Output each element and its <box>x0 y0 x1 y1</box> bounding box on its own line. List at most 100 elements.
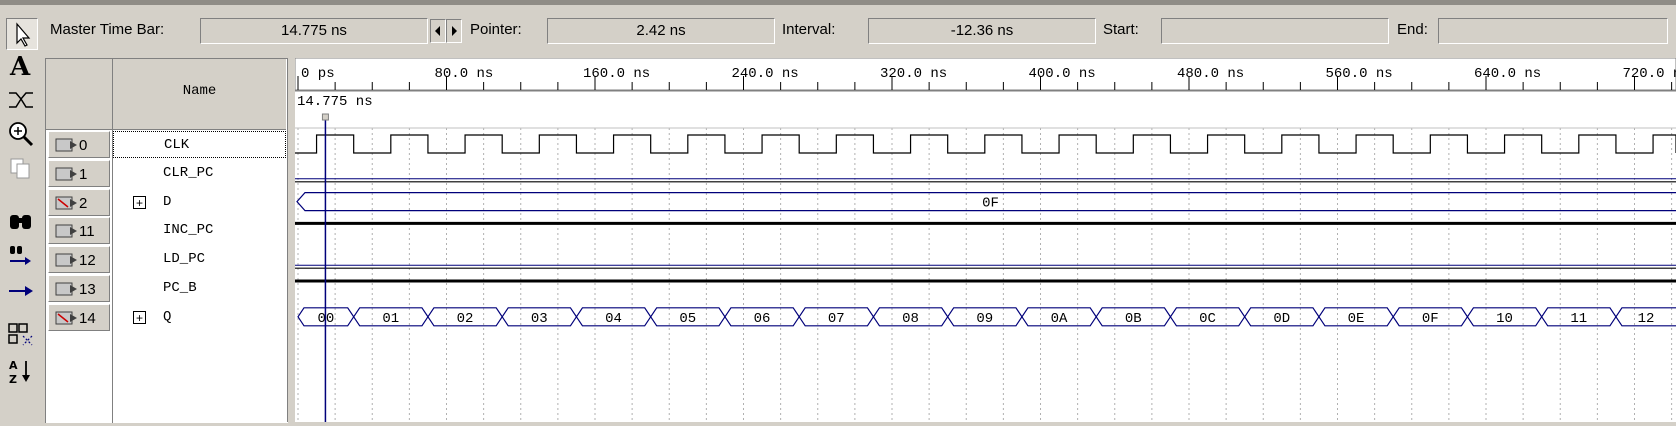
pointer-label: Pointer: <box>470 18 522 42</box>
signal-name: CLR_PC <box>163 160 213 187</box>
signal-name-cell[interactable]: PC_B <box>113 275 286 302</box>
bus-value: 0F <box>1422 311 1439 327</box>
bus-signal-icon <box>55 310 79 326</box>
bus-value: 07 <box>828 311 845 327</box>
bus-value: 0D <box>1273 311 1290 327</box>
signal-index: 12 <box>79 247 96 274</box>
signal-index: 14 <box>79 305 96 332</box>
bus-value: 09 <box>976 311 993 327</box>
bus-value: 10 <box>1496 311 1513 327</box>
signal-io-icon <box>55 252 79 268</box>
next-transition-icon <box>6 275 36 305</box>
find-next-icon <box>6 241 36 271</box>
text-tool-button[interactable]: A <box>6 51 38 83</box>
ruler-label: 240.0 ns <box>732 66 799 82</box>
signal-name: PC_B <box>163 275 197 302</box>
panel-splitter[interactable] <box>287 58 292 422</box>
group-icon <box>6 320 36 350</box>
end-field[interactable] <box>1438 18 1668 44</box>
text-tool-icon: A <box>6 51 36 81</box>
waveform-toolbar: A <box>0 22 42 422</box>
cursor-time-label: 14.775 ns <box>297 94 373 110</box>
signal-index-cell[interactable]: 2 <box>48 189 110 216</box>
interval-field[interactable]: -12.36 ns <box>868 18 1096 44</box>
signal-io-icon <box>55 137 79 153</box>
ruler-label: 560.0 ns <box>1326 66 1393 82</box>
wave-clk <box>295 135 1676 153</box>
bus-value: 01 <box>382 311 399 327</box>
signal-name-cell[interactable]: +Q <box>113 304 286 331</box>
time-ruler[interactable] <box>295 58 1676 90</box>
waveform-editing-icon <box>6 85 36 115</box>
zoom-tool-button[interactable] <box>6 119 38 151</box>
step-right-button[interactable] <box>446 19 462 43</box>
signal-index: 2 <box>79 190 87 217</box>
signal-index: 0 <box>79 132 87 159</box>
ruler-label: 320.0 ns <box>880 66 947 82</box>
expand-bus-icon[interactable]: + <box>133 311 146 324</box>
copy-button[interactable] <box>6 153 38 185</box>
signal-name: Q <box>163 304 171 331</box>
find-icon <box>6 207 36 237</box>
bus-value: 08 <box>902 311 919 327</box>
start-field[interactable] <box>1161 18 1389 44</box>
signal-index-cell[interactable]: 13 <box>48 275 110 302</box>
bus-value: 0E <box>1348 311 1365 327</box>
signal-index-cell[interactable]: 1 <box>48 160 110 187</box>
signal-index-cell[interactable]: 0 <box>48 131 110 158</box>
ruler-label: 0 ps <box>301 66 335 82</box>
name-header-label: Name <box>113 83 286 99</box>
signal-io-icon <box>55 223 79 239</box>
master-time-bar-field[interactable]: 14.775 ns <box>200 18 428 44</box>
bus-value: 12 <box>1638 311 1655 327</box>
pointer-field[interactable]: 2.42 ns <box>547 18 775 44</box>
ruler-label: 720.0 ns <box>1623 66 1676 82</box>
sort-button[interactable]: A Z <box>6 356 38 388</box>
bus-value: 03 <box>531 311 548 327</box>
signal-index-cell[interactable]: 11 <box>48 217 110 244</box>
time-bar-stepper[interactable] <box>430 19 462 43</box>
signal-index: 11 <box>79 218 95 245</box>
signal-name-cell[interactable]: CLR_PC <box>113 160 286 187</box>
step-left-button[interactable] <box>430 19 446 43</box>
signal-name-cell[interactable]: +D <box>113 189 286 216</box>
next-transition-button[interactable] <box>6 275 38 307</box>
sort-icon: A Z <box>6 356 36 386</box>
index-column-header[interactable] <box>46 59 113 130</box>
signal-io-icon <box>55 281 79 297</box>
bus-value: 0C <box>1199 311 1216 327</box>
expand-bus-icon[interactable]: + <box>133 196 146 209</box>
ruler-label: 480.0 ns <box>1177 66 1244 82</box>
signal-index-cell[interactable]: 12 <box>48 246 110 273</box>
find-next-button[interactable] <box>6 241 38 273</box>
bus-value: 02 <box>457 311 474 327</box>
signal-index: 1 <box>79 161 87 188</box>
find-button[interactable] <box>6 207 38 239</box>
signal-name-cell[interactable]: LD_PC <box>113 246 286 273</box>
signal-name-cell[interactable]: CLK <box>113 131 286 158</box>
name-column-header[interactable]: Name <box>113 59 286 130</box>
group-button[interactable] <box>6 320 38 352</box>
window-top-border <box>0 0 1676 5</box>
signal-name-cell[interactable]: INC_PC <box>113 217 286 244</box>
signal-name: D <box>163 189 171 216</box>
ruler-label: 400.0 ns <box>1029 66 1096 82</box>
zoom-icon <box>6 119 36 149</box>
signal-name: CLK <box>164 132 189 159</box>
bus-value: 06 <box>754 311 771 327</box>
bus-value: 0B <box>1125 311 1142 327</box>
bus-value: 04 <box>605 311 622 327</box>
master-time-bar-handle[interactable] <box>322 114 328 120</box>
svg-text:A: A <box>9 359 18 372</box>
master-time-bar-label: Master Time Bar: <box>50 18 164 42</box>
ruler-label: 80.0 ns <box>435 66 494 82</box>
signal-io-icon <box>55 166 79 182</box>
signal-index-cell[interactable]: 14 <box>48 304 110 331</box>
triangle-left-icon <box>431 20 445 42</box>
triangle-right-icon <box>447 20 461 42</box>
waveform-editing-button[interactable] <box>6 85 38 117</box>
signal-index: 13 <box>79 276 96 303</box>
